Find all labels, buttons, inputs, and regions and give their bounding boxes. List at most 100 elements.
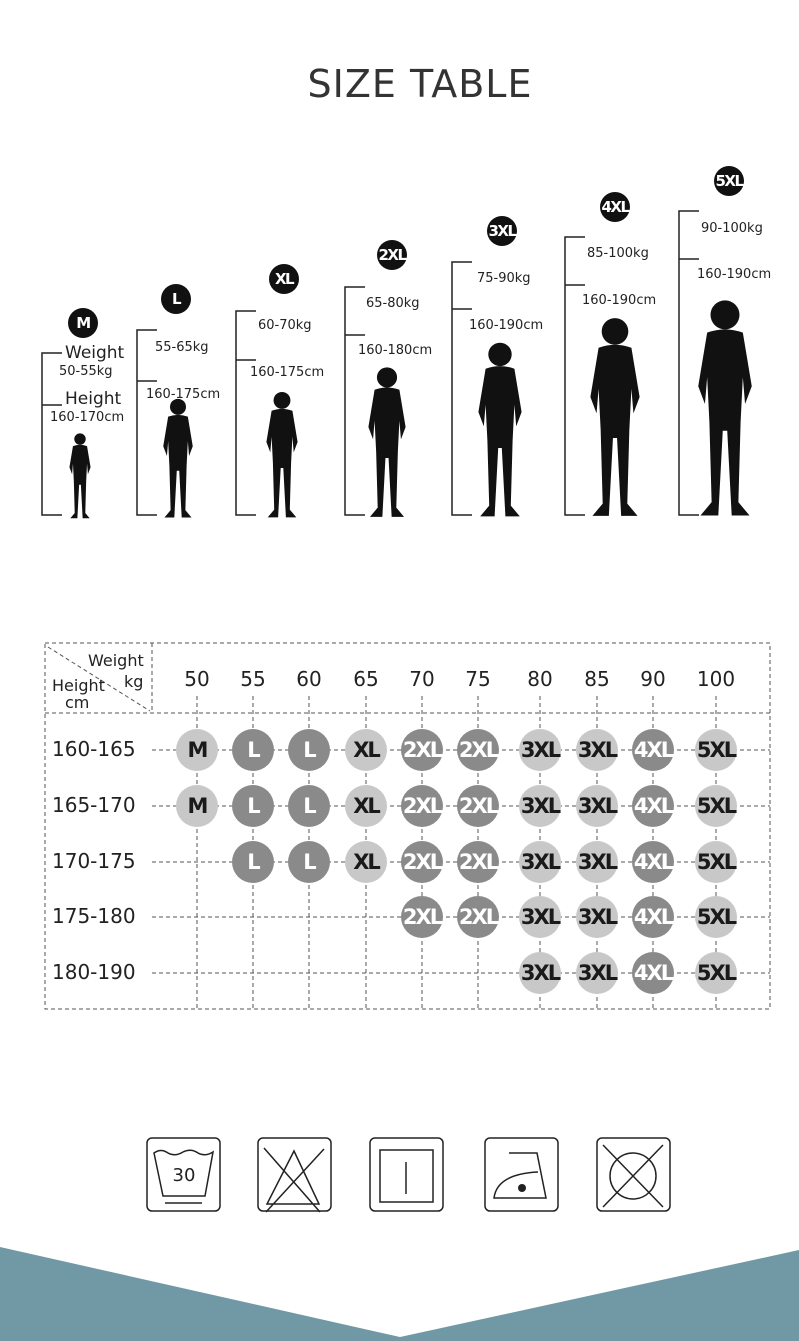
person-silhouette [368, 367, 406, 517]
size-cell: 3XL [576, 841, 618, 883]
weight-column-header: 100 [696, 667, 736, 691]
icon-stroke [484, 1137, 559, 1212]
size-cell: 2XL [401, 841, 443, 883]
weight-range: 55-65kg [155, 340, 209, 355]
icon-stroke [518, 1184, 526, 1192]
height-range: 160-190cm [697, 267, 772, 282]
icon-stroke [369, 1137, 444, 1212]
size-cell: L [288, 785, 330, 827]
measure-bracket [678, 210, 699, 516]
size-badge: M [68, 308, 98, 338]
size-cell: M [176, 785, 218, 827]
size-cell: 3XL [519, 785, 561, 827]
size-cell: 4XL [632, 952, 674, 994]
weight-column-header: 90 [640, 667, 666, 691]
size-cell: 2XL [401, 785, 443, 827]
size-cell: XL [345, 841, 387, 883]
icon-stroke [379, 1149, 434, 1203]
measure-bracket [451, 261, 472, 516]
height-range: 160-175cm [250, 365, 325, 380]
measure-bracket [136, 329, 157, 516]
size-cell: 3XL [519, 729, 561, 771]
person-silhouette [590, 318, 640, 516]
table-border [44, 642, 771, 1010]
size-cell: 3XL [576, 952, 618, 994]
person-silhouette [698, 300, 752, 516]
page-title: SIZE TABLE [307, 62, 533, 106]
size-cell: 3XL [519, 952, 561, 994]
size-cell: 4XL [632, 785, 674, 827]
size-cell: 2XL [457, 841, 499, 883]
measure-bracket [41, 352, 62, 516]
person-silhouette [266, 391, 298, 518]
size-cell: L [232, 729, 274, 771]
icon-stroke [602, 1144, 664, 1208]
weight-column-header: 55 [240, 667, 266, 691]
iron-low-icon [484, 1137, 559, 1212]
weight-column-header: 75 [465, 667, 491, 691]
icon-stroke [153, 1149, 215, 1197]
weight-range: 85-100kg [587, 246, 649, 261]
height-range: 160-175cm [146, 387, 221, 402]
size-cell: 2XL [457, 785, 499, 827]
line-dry-icon [369, 1137, 444, 1212]
height-range: 160-190cm [469, 318, 544, 333]
size-cell: 3XL [519, 896, 561, 938]
size-cell: L [288, 841, 330, 883]
wash-temperature: 30 [173, 1165, 196, 1186]
weight-range: 90-100kg [701, 221, 763, 236]
icon-stroke [263, 1147, 325, 1213]
header-cm: cm [65, 693, 90, 712]
size-cell: 3XL [576, 729, 618, 771]
icon-stroke [609, 1152, 657, 1200]
weight-column-header: 70 [409, 667, 435, 691]
no-bleach-icon [257, 1137, 332, 1213]
size-cell: 3XL [519, 841, 561, 883]
person-silhouette [163, 398, 193, 518]
icon-stroke [146, 1137, 221, 1212]
weight-column-header: 85 [584, 667, 610, 691]
size-badge: 5XL [714, 166, 744, 196]
size-cell: 2XL [457, 729, 499, 771]
size-badge: XL [269, 264, 299, 294]
size-badge: 4XL [600, 192, 630, 222]
size-cell: 2XL [401, 896, 443, 938]
icon-stroke [493, 1152, 547, 1199]
footer-band [0, 1247, 799, 1341]
size-cell: L [288, 729, 330, 771]
weight-range: 65-80kg [366, 296, 420, 311]
weight-range: 60-70kg [258, 318, 312, 333]
measure-bracket [564, 236, 585, 516]
weight-column-header: 65 [353, 667, 379, 691]
person-silhouette [69, 433, 91, 519]
weight-range: 75-90kg [477, 271, 531, 286]
size-cell: 3XL [576, 785, 618, 827]
size-cell: 4XL [632, 729, 674, 771]
header-height: Height [52, 676, 105, 695]
weight-column-header: 80 [527, 667, 553, 691]
size-cell: L [232, 841, 274, 883]
height-row-label: 160-165 [52, 737, 136, 761]
size-cell: 5XL [695, 952, 737, 994]
height-label: Height [65, 389, 122, 409]
icon-stroke [257, 1137, 332, 1212]
header-kg: kg [124, 672, 144, 691]
wash-30-icon: 30 [146, 1137, 221, 1212]
size-cell: M [176, 729, 218, 771]
size-cell: XL [345, 785, 387, 827]
size-cell: 3XL [576, 896, 618, 938]
size-cell: L [232, 785, 274, 827]
size-cell: 5XL [695, 896, 737, 938]
size-cell: 5XL [695, 841, 737, 883]
size-badge: 3XL [487, 216, 517, 246]
size-badge: 2XL [377, 240, 407, 270]
weight-column-header: 50 [184, 667, 210, 691]
size-cell: 2XL [457, 896, 499, 938]
size-cell: 5XL [695, 785, 737, 827]
height-row-label: 165-170 [52, 793, 136, 817]
size-cell: 4XL [632, 841, 674, 883]
measure-bracket [344, 286, 365, 516]
person-silhouette [478, 342, 522, 517]
height-row-label: 170-175 [52, 849, 136, 873]
height-range: 160-170cm [50, 410, 125, 425]
